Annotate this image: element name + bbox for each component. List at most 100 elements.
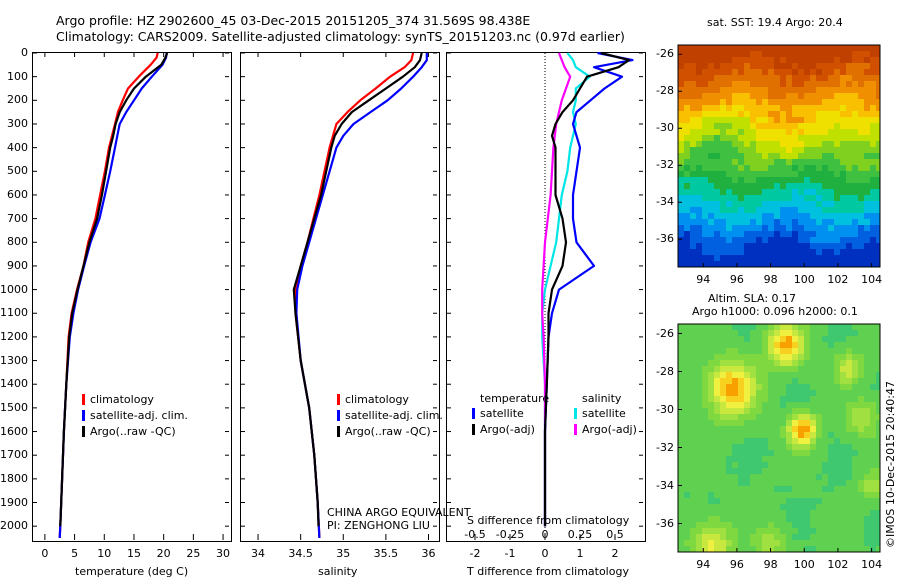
- sst-map-x-tick-label: 100: [793, 273, 815, 286]
- depth-tick-label: 1700: [0, 448, 28, 462]
- sla-map-y-tick-label: -36: [656, 516, 674, 530]
- sst-map-x-tick-label: 104: [861, 273, 883, 286]
- sla-map-title-2: Argo h1000: 0.096 h2000: 0.1: [692, 305, 858, 318]
- climatology-line: [294, 52, 415, 539]
- x-top-tick-label: 0.5: [606, 528, 624, 541]
- climatology-line: [58, 52, 159, 539]
- sla-map-x-tick-label: 102: [827, 558, 849, 571]
- legend-item: satellite: [574, 405, 637, 421]
- x-tick-label: 0: [541, 547, 549, 560]
- depth-tick-label: 600: [7, 187, 28, 201]
- argo-temperature-diff-line: [543, 51, 631, 527]
- depth-tick-label: 1400: [0, 377, 28, 391]
- sla-map-y-tick-label: -32: [656, 440, 674, 454]
- salinity-legend: climatology satellite-adj. clim. Argo(..…: [337, 391, 443, 439]
- argo-salinity-diff-line: [541, 52, 572, 527]
- x-tick-label: 10: [97, 547, 112, 560]
- sst-map-y-tick-label: -30: [656, 121, 674, 135]
- salinity-xlabel: salinity: [318, 565, 358, 578]
- sla-map-y-tick-label: -30: [656, 402, 674, 416]
- sst-map: [678, 45, 881, 268]
- sla-map-x-tick-label: 94: [696, 558, 711, 571]
- depth-tick-label: 1600: [0, 424, 28, 438]
- depth-tick-label: 900: [7, 258, 28, 272]
- legend-item: Argo(-adj): [472, 421, 535, 437]
- satellite-temperature-diff-line: [543, 51, 634, 527]
- legend-item: climatology: [82, 391, 188, 407]
- sla-map-x-tick-label: 104: [861, 558, 883, 571]
- temperature-panel: [32, 52, 232, 542]
- x-tick-label: 2: [611, 547, 619, 560]
- legend-item: Argo(-adj): [574, 421, 637, 437]
- x-tick-label: 30: [216, 547, 231, 560]
- t-difference-xlabel: T difference from climatology: [467, 565, 629, 578]
- depth-tick-label: 800: [7, 235, 28, 249]
- depth-tick-label: 0: [21, 46, 28, 59]
- depth-tick-label: 700: [7, 211, 28, 225]
- sla-map-title-1: Altim. SLA: 0.17: [708, 292, 797, 305]
- x-top-tick-label: -0.5: [464, 528, 486, 541]
- sla-map-x-tick-label: 98: [763, 558, 778, 571]
- x-tick-label: 20: [156, 547, 171, 560]
- sla-map: [678, 324, 881, 553]
- salinity-panel: [240, 52, 440, 542]
- sla-map-y-tick-label: -28: [656, 364, 674, 378]
- x-tick-label: 5: [71, 547, 79, 560]
- legend-item: Argo(..raw -QC): [82, 423, 188, 439]
- depth-tick-label: 300: [7, 116, 28, 130]
- x-tick-label: 15: [126, 547, 141, 560]
- argo-line: [59, 52, 169, 527]
- program-annotation: CHINA ARGO EQUIVALENT: [327, 506, 471, 519]
- sst-map-y-tick-label: -26: [656, 47, 674, 61]
- sst-map-y-tick-label: -34: [656, 195, 674, 209]
- sst-map-title: sat. SST: 19.4 Argo: 20.4: [707, 16, 843, 29]
- depth-tick-label: 1100: [0, 306, 28, 320]
- diff-legend-temperature: satellite Argo(-adj): [472, 405, 535, 437]
- legend-item: satellite-adj. clim.: [82, 407, 188, 423]
- depth-tick-label: 1500: [0, 400, 28, 414]
- diff-legend-temperature-title: temperature: [480, 392, 550, 405]
- depth-tick-label: 100: [7, 69, 28, 83]
- depth-tick-label: 1900: [0, 495, 28, 509]
- sst-map-y-tick-label: -28: [656, 84, 674, 98]
- sst-map-y-tick-label: -32: [656, 158, 674, 172]
- x-tick-label: 25: [186, 547, 201, 560]
- x-tick-label: 36: [421, 547, 436, 560]
- x-tick-label: 34.5: [288, 547, 313, 560]
- x-tick-label: 0: [41, 547, 49, 560]
- x-tick-label: -2: [469, 547, 481, 560]
- sst-map-x-tick-label: 102: [827, 273, 849, 286]
- depth-tick-label: 1800: [0, 471, 28, 485]
- legend-item: satellite: [472, 405, 535, 421]
- depth-tick-label: 1300: [0, 353, 28, 367]
- legend-item: satellite-adj. clim.: [337, 407, 443, 423]
- x-top-tick-label: -0.25: [495, 528, 525, 541]
- depth-tick-label: 1200: [0, 329, 28, 343]
- x-tick-label: 1: [576, 547, 584, 560]
- sst-map-frame: [677, 44, 881, 268]
- sst-map-x-tick-label: 96: [729, 273, 744, 286]
- depth-tick-label: 400: [7, 140, 28, 154]
- sla-map-y-tick-label: -26: [656, 326, 674, 340]
- x-tick-label: -1: [504, 547, 516, 560]
- sla-map-x-tick-label: 100: [793, 558, 815, 571]
- x-tick-label: 35.5: [373, 547, 399, 560]
- legend-item: Argo(..raw -QC): [337, 423, 443, 439]
- profile-title: Argo profile: HZ 2902600_45 03-Dec-2015 …: [56, 13, 531, 28]
- depth-tick-label: 2000: [0, 519, 28, 533]
- legend-item: climatology: [337, 391, 443, 407]
- sst-map-x-tick-label: 94: [696, 273, 711, 286]
- argo-line: [292, 52, 423, 527]
- sst-map-x-tick-label: 98: [763, 273, 778, 286]
- sla-map-frame: [677, 323, 881, 553]
- depth-tick-label: 1000: [0, 282, 28, 296]
- s-difference-xlabel: S difference from climatology: [467, 514, 630, 527]
- pi-annotation: PI: ZENGHONG LIU: [327, 519, 430, 532]
- diff-legend-salinity: satellite Argo(-adj): [574, 405, 637, 437]
- temperature-xlabel: temperature (deg C): [75, 565, 189, 578]
- temperature-legend: climatology satellite-adj. clim. Argo(..…: [82, 391, 188, 439]
- sla-map-y-tick-label: -34: [656, 478, 674, 492]
- depth-tick-label: 500: [7, 164, 28, 178]
- sst-map-y-tick-label: -36: [656, 232, 674, 246]
